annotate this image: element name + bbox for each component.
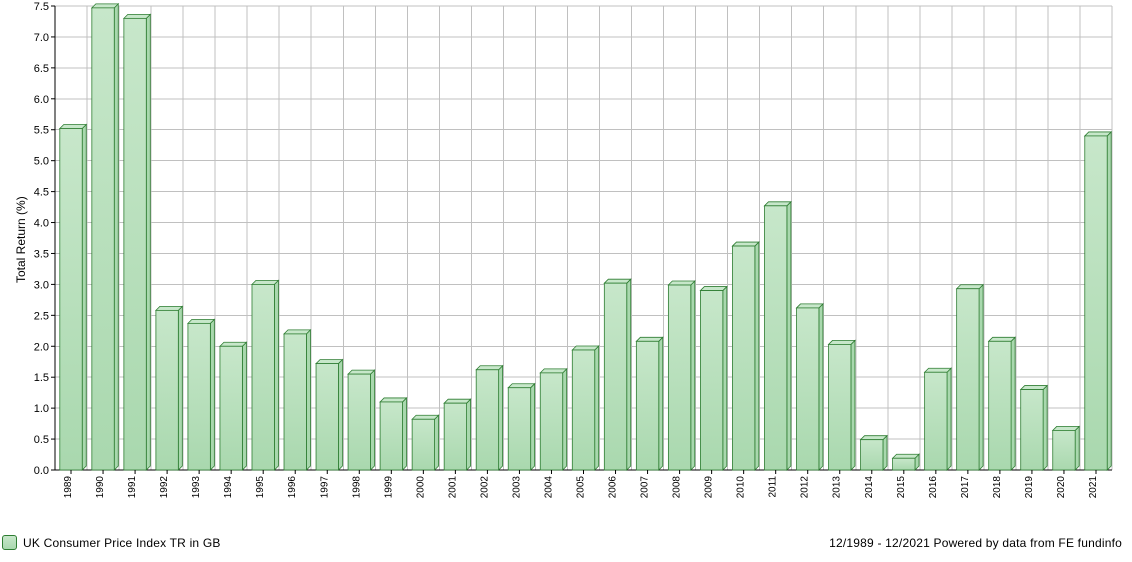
- y-tick-label: 5.5: [34, 125, 49, 137]
- y-tick-label: 6.5: [34, 63, 49, 75]
- bar: [1085, 132, 1111, 470]
- x-tick-label: 2016: [928, 476, 939, 499]
- bar-chart: 0.0 0.5 1.0 1.5 2.0 2.5 3.0 3.5 4.0 4.5 5.0 5.5 6.0 6…: [0, 0, 1132, 510]
- x-tick-label: 2017: [960, 476, 971, 499]
- x-tick-label: 2008: [672, 476, 683, 499]
- x-tick-label: 1990: [95, 476, 106, 499]
- y-tick-label: 3.5: [34, 248, 49, 260]
- legend-label: UK Consumer Price Index TR in GB: [23, 536, 221, 550]
- x-tick-label: 1994: [223, 476, 234, 499]
- x-tick-label: 1996: [287, 476, 298, 499]
- x-tick-label: 2015: [896, 476, 907, 499]
- x-tick-label: 2011: [768, 476, 779, 498]
- x-tick-label: 2007: [640, 476, 651, 499]
- bar: [252, 280, 278, 470]
- x-tick-label: 2014: [864, 476, 875, 499]
- bar: [989, 337, 1015, 470]
- bar: [92, 4, 118, 470]
- y-tick-label: 7.0: [34, 32, 49, 44]
- x-tick-label: 2003: [511, 476, 522, 499]
- x-tick-label: 2013: [832, 476, 843, 499]
- bar: [764, 202, 790, 470]
- bar: [893, 454, 919, 470]
- bar: [1021, 386, 1047, 470]
- x-tick-label: 1993: [191, 476, 202, 499]
- legend-swatch: [2, 535, 17, 550]
- y-tick-label: 5.0: [34, 156, 49, 168]
- bar: [700, 287, 726, 470]
- y-tick-label: 4.5: [34, 187, 49, 199]
- bar: [829, 340, 855, 470]
- x-tick-label: 2000: [415, 476, 426, 499]
- y-tick-label: 7.5: [34, 1, 49, 13]
- bar: [925, 368, 951, 470]
- x-tick-label: 1989: [63, 476, 74, 499]
- bar: [1053, 426, 1079, 470]
- x-tick-label: 2020: [1056, 476, 1067, 499]
- x-tick-label: 1998: [351, 476, 362, 499]
- bar: [188, 319, 214, 470]
- x-tick-label: 1991: [127, 476, 138, 499]
- x-tick-label: 1997: [319, 476, 330, 499]
- bar: [604, 279, 630, 470]
- bar: [284, 330, 310, 470]
- bar: [861, 436, 887, 470]
- y-tick-label: 3.0: [34, 279, 49, 291]
- bar: [540, 369, 566, 470]
- y-tick-label: 1.0: [34, 403, 49, 415]
- x-tick-label: 1992: [159, 476, 170, 499]
- y-tick-label: 0.0: [34, 465, 49, 477]
- bar: [572, 346, 598, 470]
- bar: [156, 306, 182, 470]
- bar: [797, 304, 823, 470]
- bar: [220, 342, 246, 470]
- x-tick-label: 1995: [255, 476, 266, 499]
- footer-text: 12/1989 - 12/2021 Powered by data from F…: [829, 536, 1122, 550]
- x-tick-label: 2006: [608, 476, 619, 499]
- bar: [957, 285, 983, 470]
- y-tick-label: 4.0: [34, 218, 49, 230]
- y-tick-label: 0.5: [34, 434, 49, 446]
- y-axis-label: Total Return (%): [14, 196, 28, 283]
- x-tick-label: 1999: [383, 476, 394, 499]
- bar: [444, 399, 470, 470]
- bar: [60, 124, 86, 470]
- x-tick-label: 2018: [992, 476, 1003, 499]
- bar: [508, 384, 534, 470]
- chart-container: 0.0 0.5 1.0 1.5 2.0 2.5 3.0 3.5 4.0 4.5 5.0 5.5 6.0 6…: [0, 0, 1132, 562]
- bar: [476, 366, 502, 470]
- x-tick-label: 2009: [704, 476, 715, 499]
- x-tick-label: 2005: [576, 476, 587, 499]
- x-tick-label: 2021: [1088, 476, 1099, 499]
- y-tick-label: 6.0: [34, 94, 49, 106]
- y-tick-label: 1.5: [34, 372, 49, 384]
- x-tick-label: 2019: [1024, 476, 1035, 499]
- bar: [348, 370, 374, 470]
- bar: [316, 360, 342, 470]
- bar: [668, 281, 694, 470]
- bar: [412, 415, 438, 470]
- x-tick-label: 2010: [736, 476, 747, 499]
- x-tick-label: 2012: [800, 476, 811, 499]
- bar: [380, 398, 406, 470]
- bar: [636, 337, 662, 470]
- bar: [124, 14, 150, 470]
- x-tick-label: 2004: [543, 476, 554, 499]
- x-tick-label: 2001: [447, 476, 458, 499]
- x-tick-label: 2002: [479, 476, 490, 499]
- legend: UK Consumer Price Index TR in GB: [2, 535, 221, 550]
- y-tick-label: 2.0: [34, 341, 49, 353]
- bar: [732, 242, 758, 470]
- y-tick-label: 2.5: [34, 310, 49, 322]
